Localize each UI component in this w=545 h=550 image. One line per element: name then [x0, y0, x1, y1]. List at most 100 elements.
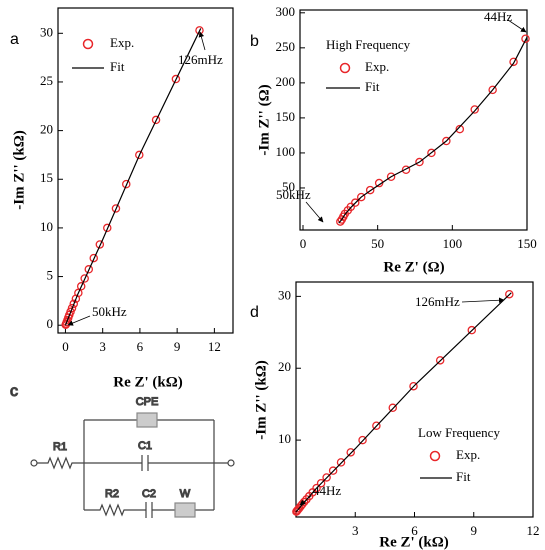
- y-tick-label: 50: [282, 179, 295, 194]
- fit-line: [338, 37, 528, 224]
- data-point: [95, 240, 105, 249]
- x-tick-label: 0: [300, 236, 307, 251]
- data-point: [455, 124, 465, 134]
- annotation: 50kHz: [92, 304, 127, 319]
- warburg: [174, 502, 196, 518]
- component-label: C2: [142, 488, 156, 500]
- annotation-arrow: [299, 495, 312, 506]
- circuit-diagram: c CPE R1 C1 R2 C2 W: [9, 383, 235, 518]
- annotation: 126mHz: [178, 52, 223, 67]
- legend-label: Fit: [110, 59, 125, 74]
- x-axis-label: Re Z' (Ω): [383, 259, 444, 275]
- data-point: [442, 136, 451, 146]
- data-point: [415, 157, 424, 167]
- fit-line: [295, 292, 512, 513]
- legend-marker: [82, 38, 94, 50]
- legend-label: Exp.: [456, 447, 480, 462]
- y-tick-label: 300: [276, 4, 296, 19]
- data-point: [89, 253, 98, 263]
- annotation-arrow: [507, 19, 527, 33]
- x-tick-label: 50: [371, 236, 384, 251]
- x-tick-label: 12: [208, 339, 221, 354]
- component-label: C1: [138, 440, 152, 452]
- terminal: [30, 459, 38, 467]
- data-point: [336, 458, 346, 467]
- data-point: [356, 192, 366, 202]
- data-point: [488, 85, 497, 95]
- data-point: [316, 478, 326, 488]
- y-axis-label: -Im Z'' (Ω): [256, 84, 272, 155]
- data-point: [427, 148, 436, 158]
- x-axis-label: Re Z' (kΩ): [113, 374, 183, 390]
- data-point: [80, 274, 89, 283]
- data-point: [322, 473, 331, 482]
- data-point: [358, 435, 367, 445]
- cpe: [136, 412, 158, 428]
- wire-branch: [84, 502, 214, 518]
- data-point: [365, 185, 375, 195]
- component-label: R2: [105, 488, 119, 500]
- y-tick-label: 30: [278, 287, 291, 302]
- data-point: [171, 74, 181, 84]
- wire-r1: [37, 456, 84, 470]
- data-point: [312, 483, 321, 493]
- data-point: [122, 179, 131, 189]
- y-tick-label: 250: [276, 39, 296, 54]
- plot-frame: [295, 281, 534, 518]
- data-point: [521, 34, 530, 43]
- annotation: 126mHz: [415, 294, 460, 309]
- fit-line: [64, 28, 202, 326]
- wire-c1: [84, 455, 214, 471]
- x-tick-label: 100: [443, 236, 463, 251]
- y-tick-label: 0: [47, 316, 54, 331]
- annotation-arrow: [461, 297, 505, 304]
- data-point: [351, 198, 360, 207]
- data-point: [69, 299, 79, 309]
- x-tick-label: 3: [352, 523, 359, 538]
- data-point: [103, 223, 112, 233]
- annotation-arrow: [67, 315, 91, 326]
- data-point: [372, 421, 381, 430]
- data-point: [67, 303, 77, 313]
- component-label: CPE: [136, 396, 159, 408]
- legend-label: Fit: [365, 79, 380, 94]
- data-point: [467, 325, 477, 335]
- y-tick-label: 20: [40, 122, 53, 137]
- legend-title: Low Frequency: [418, 425, 500, 440]
- x-tick-label: 12: [527, 523, 540, 538]
- data-point: [386, 172, 396, 182]
- data-point: [346, 448, 355, 457]
- data-point: [84, 265, 94, 274]
- data-point: [401, 165, 411, 174]
- legend-marker: [429, 450, 441, 462]
- y-tick-label: 20: [278, 359, 291, 374]
- x-axis-label: Re Z' (kΩ): [379, 534, 449, 550]
- legend-label: Fit: [456, 469, 471, 484]
- data-point: [388, 403, 398, 413]
- wire: [83, 420, 228, 510]
- data-point: [135, 150, 144, 160]
- y-tick-label: 30: [40, 24, 53, 39]
- annotation-arrow: [305, 201, 324, 223]
- y-tick-label: 200: [276, 74, 296, 89]
- data-point: [328, 466, 338, 475]
- y-tick-label: 15: [40, 170, 53, 185]
- data-point: [509, 57, 518, 67]
- x-tick-label: 6: [411, 523, 418, 538]
- data-point: [346, 202, 356, 212]
- x-tick-label: 9: [471, 523, 478, 538]
- y-tick-label: 10: [278, 431, 291, 446]
- data-point: [151, 115, 161, 125]
- legend-label: Exp.: [365, 59, 389, 74]
- plot-frame: [57, 7, 234, 334]
- x-tick-label: 9: [174, 339, 181, 354]
- data-point: [435, 356, 445, 365]
- panel-label: a: [10, 31, 19, 48]
- annotation: 50kHz: [276, 187, 311, 202]
- y-tick-label: 10: [40, 219, 53, 234]
- x-tick-label: 0: [62, 339, 69, 354]
- component-label: R1: [53, 441, 67, 453]
- x-tick-label: 3: [99, 339, 106, 354]
- legend-title: High Frequency: [326, 37, 411, 52]
